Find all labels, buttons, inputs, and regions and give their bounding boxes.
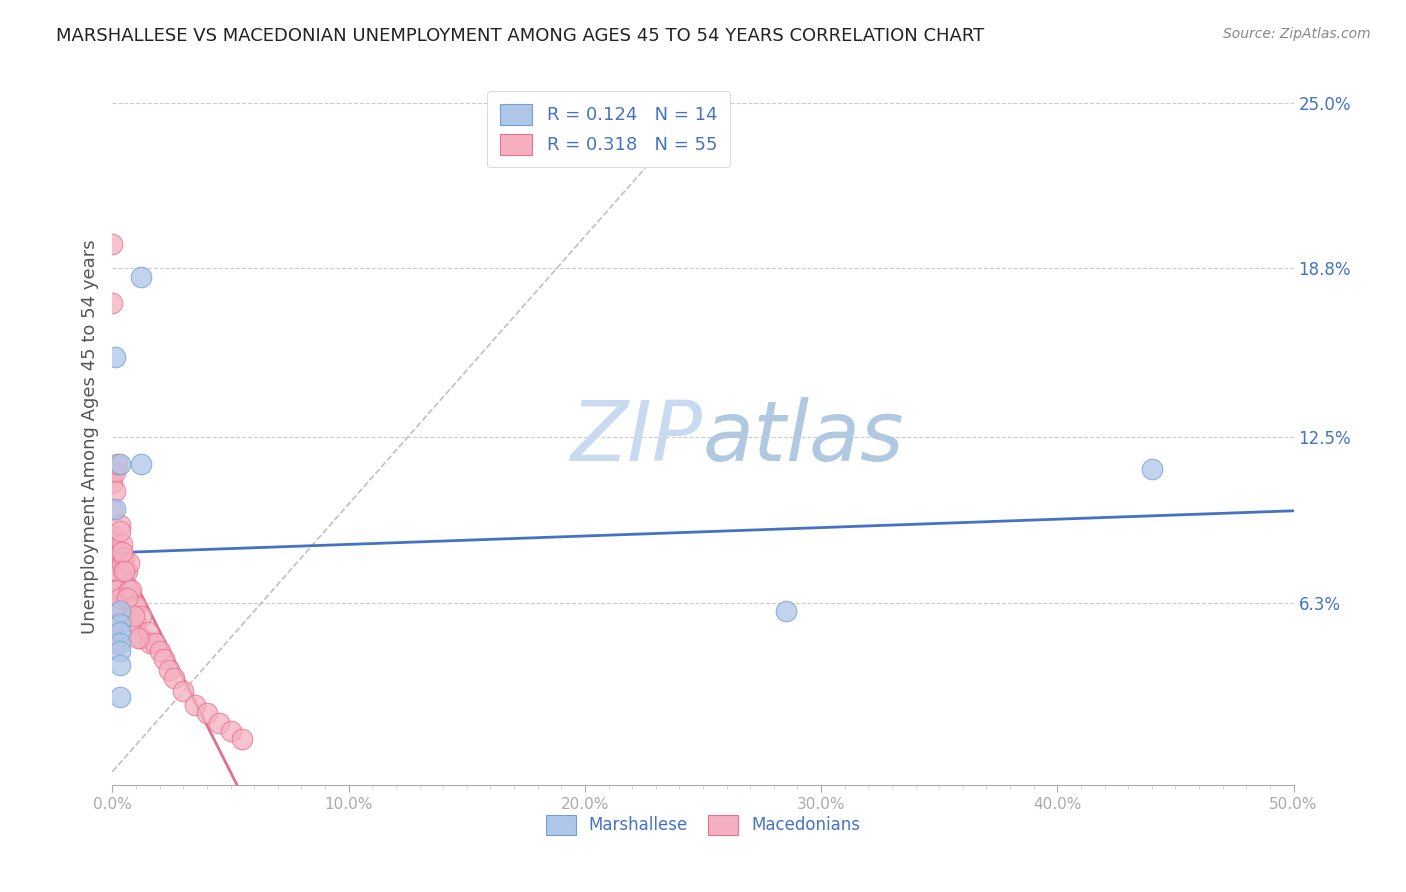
Point	[219, 724, 242, 739]
Point	[112, 564, 135, 578]
Point	[112, 550, 135, 565]
Point	[775, 604, 797, 618]
Point	[108, 657, 131, 672]
Point	[101, 465, 124, 479]
Point	[108, 457, 131, 471]
Point	[108, 625, 131, 640]
Point	[105, 564, 128, 578]
Point	[104, 636, 127, 650]
Point	[157, 663, 180, 677]
Point	[105, 550, 128, 565]
Text: atlas: atlas	[703, 397, 904, 477]
Point	[104, 582, 127, 597]
Point	[1140, 462, 1163, 476]
Point	[118, 582, 141, 597]
Point	[149, 644, 172, 658]
Point	[122, 609, 145, 624]
Point	[108, 636, 131, 650]
Point	[122, 599, 145, 613]
Point	[104, 350, 127, 364]
Point	[115, 564, 138, 578]
Point	[111, 545, 134, 559]
Point	[208, 716, 231, 731]
Point	[105, 457, 128, 471]
Point	[108, 617, 131, 632]
Point	[108, 604, 131, 618]
Point	[143, 636, 166, 650]
Point	[108, 518, 131, 533]
Point	[105, 582, 128, 597]
Point	[163, 671, 186, 685]
Point	[195, 706, 218, 720]
Point	[118, 556, 141, 570]
Point	[105, 599, 128, 613]
Point	[153, 652, 176, 666]
Point	[129, 631, 152, 645]
Point	[108, 545, 131, 559]
Point	[111, 537, 134, 551]
Point	[101, 475, 124, 490]
Point	[172, 684, 194, 698]
Point	[108, 524, 131, 538]
Point	[129, 609, 152, 624]
Point	[120, 582, 142, 597]
Point	[129, 269, 152, 284]
Point	[101, 529, 124, 543]
Point	[125, 599, 148, 613]
Point	[127, 631, 149, 645]
Text: ZIP: ZIP	[571, 397, 703, 477]
Point	[136, 625, 159, 640]
Point	[231, 732, 253, 747]
Legend: Marshallese, Macedonians: Marshallese, Macedonians	[534, 804, 872, 847]
Point	[104, 599, 127, 613]
Point	[139, 636, 162, 650]
Point	[125, 617, 148, 632]
Point	[111, 556, 134, 570]
Point	[101, 556, 124, 570]
Point	[101, 582, 124, 597]
Point	[112, 564, 135, 578]
Point	[101, 296, 124, 310]
Point	[101, 237, 124, 252]
Point	[184, 698, 207, 712]
Y-axis label: Unemployment Among Ages 45 to 54 years: Unemployment Among Ages 45 to 54 years	[80, 240, 98, 634]
Point	[108, 690, 131, 704]
Point	[104, 617, 127, 632]
Text: MARSHALLESE VS MACEDONIAN UNEMPLOYMENT AMONG AGES 45 TO 54 YEARS CORRELATION CHA: MARSHALLESE VS MACEDONIAN UNEMPLOYMENT A…	[56, 27, 984, 45]
Point	[129, 457, 152, 471]
Point	[108, 644, 131, 658]
Point	[104, 465, 127, 479]
Point	[104, 502, 127, 516]
Point	[104, 564, 127, 578]
Text: Source: ZipAtlas.com: Source: ZipAtlas.com	[1223, 27, 1371, 41]
Point	[104, 483, 127, 498]
Point	[101, 502, 124, 516]
Point	[108, 591, 131, 605]
Point	[115, 591, 138, 605]
